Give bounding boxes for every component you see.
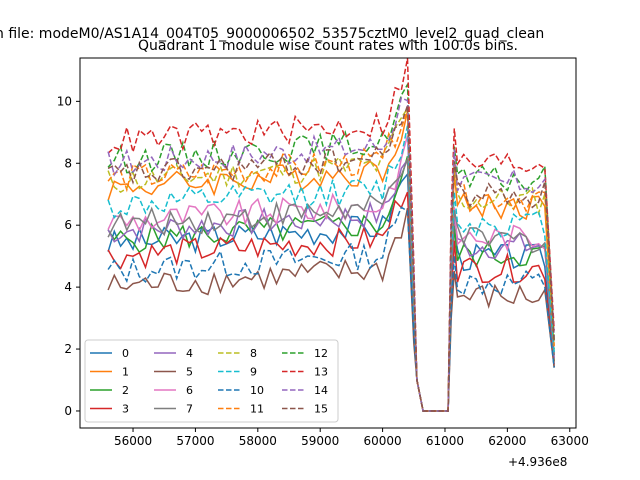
series-line-7 xyxy=(107,158,555,412)
legend-label-2: 2 xyxy=(122,384,129,397)
legend-label-14: 14 xyxy=(314,384,328,397)
x-tick-label: 59000 xyxy=(301,434,339,448)
y-tick-label: 10 xyxy=(57,94,72,108)
series-line-5 xyxy=(107,207,555,412)
legend-label-10: 10 xyxy=(250,384,264,397)
x-axis: 56000 57000 58000 59000 60000 61000 62000 63000 xyxy=(114,428,589,448)
legend-label-0: 0 xyxy=(122,347,129,360)
legend-label-3: 3 xyxy=(122,403,129,416)
legend-label-5: 5 xyxy=(186,366,193,379)
y-tick-label: 6 xyxy=(64,218,72,232)
legend-box xyxy=(84,339,339,423)
series-line-14 xyxy=(107,96,555,412)
x-offset-label: +4.936e8 xyxy=(508,455,567,469)
legend-label-11: 11 xyxy=(250,403,264,416)
x-tick-label: 60000 xyxy=(363,434,401,448)
series-line-15 xyxy=(107,105,555,412)
x-tick-label: 58000 xyxy=(239,434,277,448)
legend-label-4: 4 xyxy=(186,347,193,360)
x-tick-label: 62000 xyxy=(488,434,526,448)
legend-label-8: 8 xyxy=(250,347,257,360)
y-tick-label: 2 xyxy=(64,342,72,356)
x-tick-label: 61000 xyxy=(426,434,464,448)
series-line-3 xyxy=(107,191,555,412)
x-tick-label: 63000 xyxy=(551,434,589,448)
chart-title: Quadrant 1 module wise count rates with … xyxy=(138,38,518,54)
legend-label-1: 1 xyxy=(122,366,129,379)
legend-label-12: 12 xyxy=(314,347,328,360)
series-line-0 xyxy=(107,172,555,412)
series-group xyxy=(107,58,555,412)
plot-frame xyxy=(79,57,577,429)
legend-label-7: 7 xyxy=(186,403,193,416)
series-line-12 xyxy=(107,81,555,412)
legend-label-13: 13 xyxy=(314,366,328,379)
legend-label-15: 15 xyxy=(314,403,328,416)
y-tick-label: 0 xyxy=(64,404,72,418)
series-line-13 xyxy=(107,58,555,412)
y-tick-label: 4 xyxy=(64,280,72,294)
series-line-8 xyxy=(107,105,555,412)
series-line-9 xyxy=(107,125,555,412)
legend-label-6: 6 xyxy=(186,384,193,397)
y-tick-label: 8 xyxy=(64,156,72,170)
figure-suptitle: n file: modeM0/AS1A14_004T05_9000006502_… xyxy=(0,26,544,42)
x-tick-label: 56000 xyxy=(114,434,152,448)
legend-label-9: 9 xyxy=(250,366,257,379)
y-axis: 0 2 4 6 8 10 xyxy=(57,94,80,418)
x-tick-label: 57000 xyxy=(176,434,214,448)
series-line-1 xyxy=(107,110,555,412)
series-line-6 xyxy=(107,135,555,412)
